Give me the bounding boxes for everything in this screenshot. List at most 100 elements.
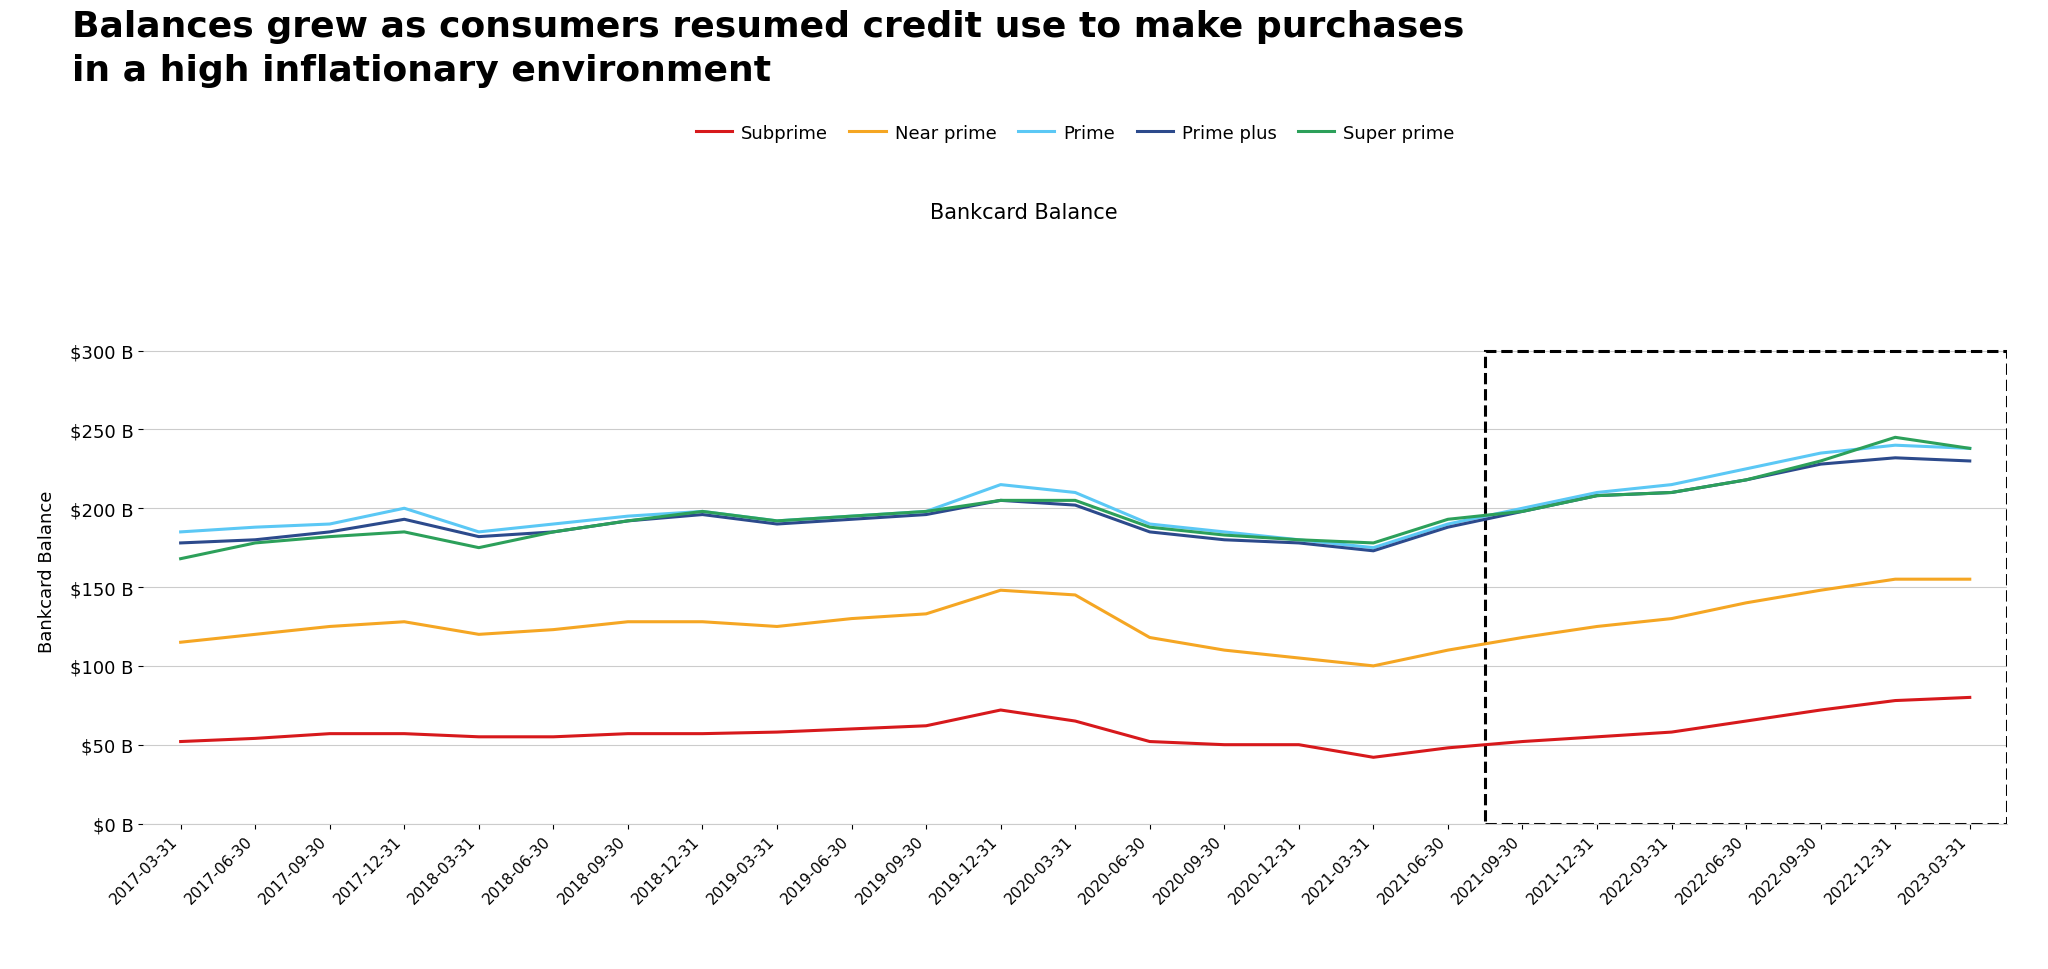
Subprime	[1137, 736, 1161, 748]
Prime plus	[1436, 522, 1460, 534]
Prime plus	[616, 516, 641, 527]
Prime	[244, 522, 268, 534]
Subprime	[1509, 736, 1534, 748]
Prime plus	[1585, 490, 1610, 502]
Near prime	[1286, 652, 1311, 664]
Prime	[467, 526, 492, 538]
Subprime	[616, 728, 641, 739]
Prime plus	[1362, 546, 1386, 557]
Super prime	[317, 531, 342, 543]
Prime	[840, 511, 864, 522]
Near prime	[616, 616, 641, 628]
Line: Super prime: Super prime	[180, 438, 1970, 559]
Prime	[1362, 543, 1386, 554]
Super prime	[1362, 538, 1386, 549]
Subprime	[317, 728, 342, 739]
Super prime	[840, 511, 864, 522]
Super prime	[541, 526, 565, 538]
Near prime	[1882, 574, 1907, 585]
Prime	[690, 506, 715, 517]
Super prime	[1882, 432, 1907, 444]
Near prime	[913, 609, 938, 620]
Prime	[1212, 526, 1237, 538]
Near prime	[391, 616, 416, 628]
Prime	[1882, 440, 1907, 452]
Near prime	[989, 585, 1014, 597]
Super prime	[616, 516, 641, 527]
Subprime	[1735, 715, 1759, 727]
Prime	[1436, 518, 1460, 530]
Prime plus	[690, 510, 715, 521]
Line: Subprime: Subprime	[180, 698, 1970, 758]
Super prime	[1137, 522, 1161, 534]
Near prime	[317, 621, 342, 633]
Prime	[764, 516, 788, 527]
Super prime	[1585, 490, 1610, 502]
Super prime	[764, 516, 788, 527]
Prime	[1808, 448, 1833, 459]
Super prime	[690, 506, 715, 517]
Near prime	[1362, 661, 1386, 672]
Prime	[616, 511, 641, 522]
Prime plus	[764, 518, 788, 530]
Prime	[1137, 518, 1161, 530]
Text: Bankcard Balance: Bankcard Balance	[930, 203, 1118, 223]
Super prime	[1436, 514, 1460, 525]
Super prime	[1212, 530, 1237, 542]
Prime plus	[391, 514, 416, 525]
Prime plus	[541, 526, 565, 538]
Near prime	[1436, 644, 1460, 656]
Prime plus	[317, 526, 342, 538]
Subprime	[1808, 704, 1833, 716]
Super prime	[1659, 487, 1683, 499]
Near prime	[1735, 597, 1759, 610]
Subprime	[1659, 727, 1683, 738]
Near prime	[840, 613, 864, 625]
Prime	[168, 526, 193, 538]
Prime	[989, 480, 1014, 491]
Text: Balances grew as consumers resumed credit use to make purchases
in a high inflat: Balances grew as consumers resumed credi…	[72, 10, 1464, 88]
Subprime	[1436, 742, 1460, 754]
Subprime	[1585, 732, 1610, 743]
Prime	[1585, 487, 1610, 499]
Prime plus	[244, 535, 268, 547]
Subprime	[1212, 739, 1237, 751]
Subprime	[989, 704, 1014, 716]
Prime plus	[989, 495, 1014, 507]
Super prime	[1509, 506, 1534, 517]
Prime	[1958, 443, 1982, 454]
Subprime	[168, 736, 193, 748]
Subprime	[690, 728, 715, 739]
Near prime	[1509, 632, 1534, 643]
Prime plus	[840, 514, 864, 525]
Super prime	[1063, 495, 1087, 507]
Near prime	[244, 629, 268, 641]
Near prime	[1808, 585, 1833, 597]
Prime	[1509, 503, 1534, 515]
Y-axis label: Bankcard Balance: Bankcard Balance	[39, 490, 55, 653]
Prime plus	[467, 531, 492, 543]
Subprime	[467, 732, 492, 743]
Near prime	[1212, 644, 1237, 656]
Near prime	[541, 624, 565, 636]
Subprime	[1958, 692, 1982, 703]
Line: Prime plus: Prime plus	[180, 458, 1970, 551]
Subprime	[541, 732, 565, 743]
Super prime	[391, 526, 416, 538]
Super prime	[244, 538, 268, 549]
Super prime	[168, 553, 193, 565]
Near prime	[690, 616, 715, 628]
Subprime	[913, 720, 938, 732]
Prime plus	[1659, 487, 1683, 499]
Prime	[1286, 535, 1311, 547]
Prime plus	[1509, 506, 1534, 517]
Super prime	[913, 506, 938, 517]
Near prime	[1137, 632, 1161, 643]
Near prime	[1063, 589, 1087, 601]
Subprime	[1362, 752, 1386, 764]
Near prime	[1659, 613, 1683, 625]
Near prime	[467, 629, 492, 641]
Legend: Subprime, Near prime, Prime, Prime plus, Super prime: Subprime, Near prime, Prime, Prime plus,…	[688, 117, 1462, 149]
Prime	[913, 506, 938, 517]
Prime plus	[1063, 500, 1087, 512]
